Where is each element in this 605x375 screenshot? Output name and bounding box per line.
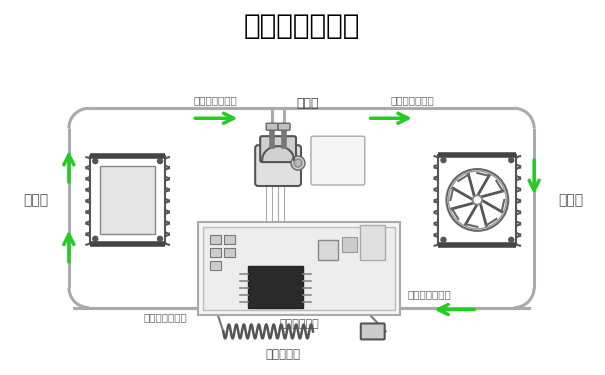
Bar	[90, 156, 165, 244]
Circle shape	[509, 158, 514, 163]
Text: 冷凝器: 冷凝器	[558, 193, 584, 207]
Circle shape	[291, 156, 305, 170]
Bar	[211, 235, 221, 244]
FancyBboxPatch shape	[266, 123, 278, 130]
Text: 低温、低压液态: 低温、低压液态	[143, 312, 188, 322]
Bar	[224, 235, 235, 244]
Text: 压缩机: 压缩机	[296, 97, 319, 110]
Circle shape	[157, 159, 163, 164]
FancyBboxPatch shape	[260, 136, 296, 162]
Circle shape	[448, 171, 506, 229]
Circle shape	[93, 159, 98, 164]
Bar	[211, 261, 221, 270]
Text: 高温、高压气态: 高温、高压气态	[391, 95, 434, 105]
FancyBboxPatch shape	[255, 145, 301, 186]
Bar	[360, 225, 385, 260]
Circle shape	[446, 169, 508, 231]
Text: 压缩机控制器: 压缩机控制器	[279, 320, 319, 330]
Bar	[198, 222, 400, 315]
Bar	[318, 240, 338, 260]
FancyBboxPatch shape	[361, 324, 385, 339]
FancyBboxPatch shape	[311, 136, 365, 185]
Circle shape	[157, 236, 163, 241]
Bar	[248, 266, 303, 308]
Bar	[211, 248, 221, 257]
Bar	[203, 227, 394, 309]
Circle shape	[473, 195, 482, 205]
Bar	[100, 166, 155, 234]
Circle shape	[441, 158, 446, 163]
Text: 制冷系统原理图: 制冷系统原理图	[244, 12, 360, 40]
Text: 低温、低压气态: 低温、低压气态	[194, 95, 237, 105]
FancyBboxPatch shape	[278, 123, 290, 130]
Bar	[224, 248, 235, 257]
Bar	[342, 237, 357, 252]
Circle shape	[441, 237, 446, 242]
Text: 蒸发器: 蒸发器	[24, 193, 48, 207]
Circle shape	[474, 197, 480, 203]
Text: 低温、高压液态: 低温、高压液态	[408, 290, 451, 300]
Bar	[439, 155, 516, 245]
Circle shape	[93, 236, 98, 241]
Text: 节流毛细管: 节流毛细管	[266, 348, 301, 361]
Circle shape	[294, 159, 302, 167]
Circle shape	[509, 237, 514, 242]
